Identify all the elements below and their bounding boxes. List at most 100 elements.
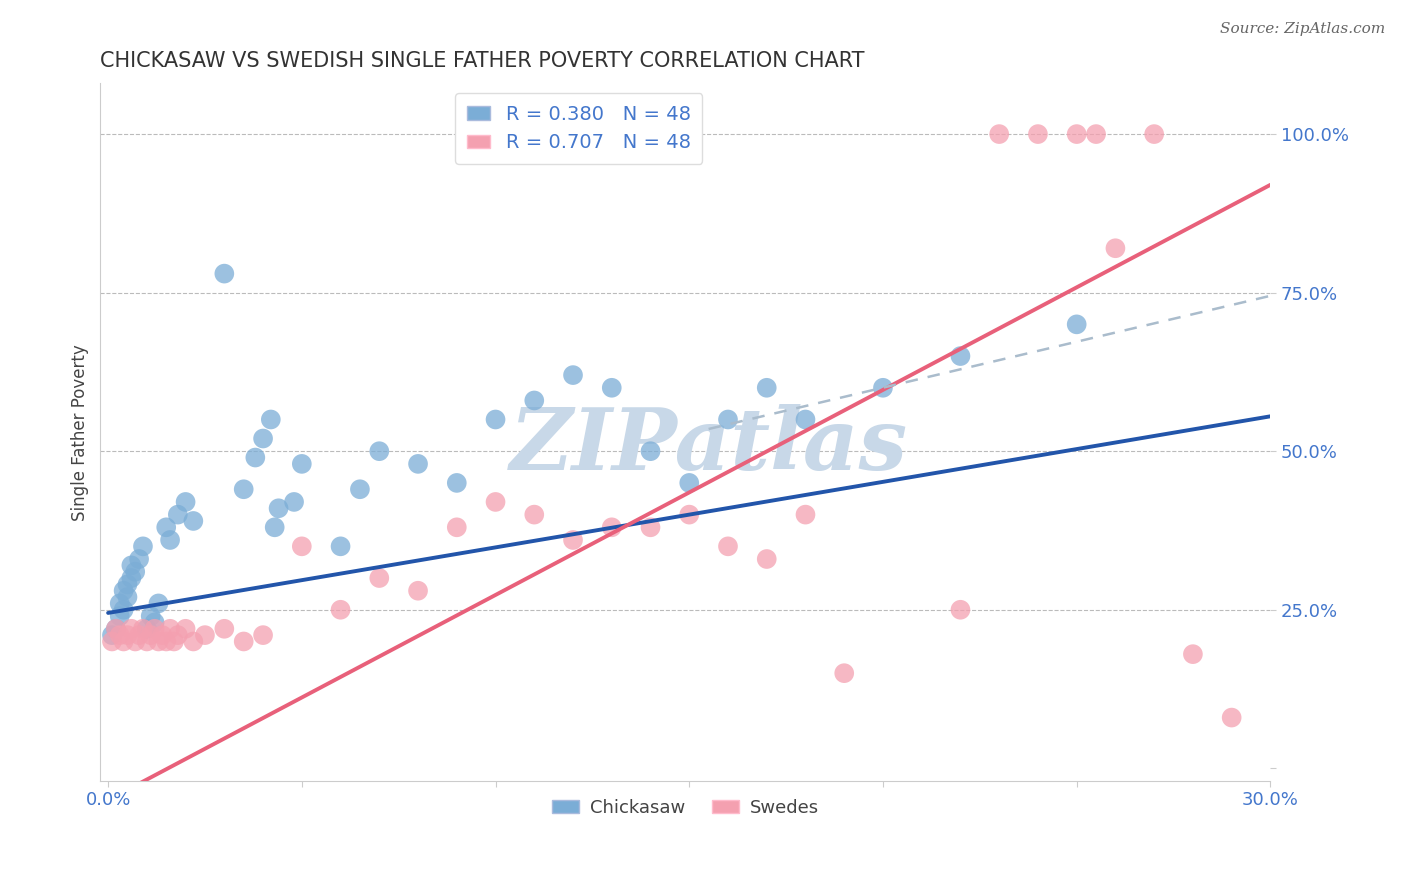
- Point: [112, 634, 135, 648]
- Point: [155, 520, 177, 534]
- Point: [329, 603, 352, 617]
- Point: [112, 583, 135, 598]
- Point: [117, 590, 139, 604]
- Point: [166, 628, 188, 642]
- Text: Source: ZipAtlas.com: Source: ZipAtlas.com: [1219, 22, 1385, 37]
- Point: [1220, 710, 1243, 724]
- Point: [368, 444, 391, 458]
- Point: [108, 609, 131, 624]
- Point: [174, 622, 197, 636]
- Point: [135, 634, 157, 648]
- Point: [159, 622, 181, 636]
- Point: [523, 393, 546, 408]
- Point: [112, 603, 135, 617]
- Point: [232, 482, 254, 496]
- Point: [1104, 241, 1126, 255]
- Point: [128, 552, 150, 566]
- Point: [101, 634, 124, 648]
- Point: [678, 508, 700, 522]
- Point: [523, 508, 546, 522]
- Point: [124, 634, 146, 648]
- Point: [872, 381, 894, 395]
- Point: [1085, 127, 1108, 141]
- Point: [988, 127, 1011, 141]
- Point: [214, 622, 236, 636]
- Point: [174, 495, 197, 509]
- Point: [252, 628, 274, 642]
- Text: CHICKASAW VS SWEDISH SINGLE FATHER POVERTY CORRELATION CHART: CHICKASAW VS SWEDISH SINGLE FATHER POVER…: [100, 51, 865, 70]
- Point: [368, 571, 391, 585]
- Point: [183, 634, 205, 648]
- Point: [159, 533, 181, 547]
- Point: [194, 628, 217, 642]
- Point: [143, 615, 166, 630]
- Point: [678, 475, 700, 490]
- Point: [949, 349, 972, 363]
- Point: [148, 596, 170, 610]
- Point: [755, 381, 778, 395]
- Point: [260, 412, 283, 426]
- Point: [640, 444, 662, 458]
- Point: [245, 450, 267, 465]
- Point: [166, 508, 188, 522]
- Text: ZIPatlas: ZIPatlas: [510, 404, 908, 488]
- Y-axis label: Single Father Poverty: Single Father Poverty: [72, 343, 89, 521]
- Point: [263, 520, 285, 534]
- Point: [132, 539, 155, 553]
- Point: [406, 457, 429, 471]
- Point: [562, 533, 585, 547]
- Point: [406, 583, 429, 598]
- Point: [143, 622, 166, 636]
- Point: [349, 482, 371, 496]
- Point: [794, 508, 817, 522]
- Point: [717, 539, 740, 553]
- Point: [1066, 127, 1088, 141]
- Point: [214, 267, 236, 281]
- Point: [484, 412, 506, 426]
- Point: [446, 475, 468, 490]
- Point: [1066, 318, 1088, 332]
- Point: [101, 628, 124, 642]
- Point: [640, 520, 662, 534]
- Point: [329, 539, 352, 553]
- Point: [600, 520, 623, 534]
- Point: [148, 634, 170, 648]
- Point: [291, 539, 314, 553]
- Point: [139, 628, 162, 642]
- Point: [120, 622, 142, 636]
- Point: [183, 514, 205, 528]
- Point: [291, 457, 314, 471]
- Point: [794, 412, 817, 426]
- Point: [446, 520, 468, 534]
- Point: [150, 628, 173, 642]
- Point: [600, 381, 623, 395]
- Point: [117, 577, 139, 591]
- Point: [120, 558, 142, 573]
- Point: [163, 634, 186, 648]
- Point: [108, 628, 131, 642]
- Point: [128, 628, 150, 642]
- Point: [1143, 127, 1166, 141]
- Point: [117, 628, 139, 642]
- Point: [120, 571, 142, 585]
- Point: [267, 501, 290, 516]
- Point: [1181, 647, 1204, 661]
- Point: [562, 368, 585, 383]
- Point: [139, 609, 162, 624]
- Point: [949, 603, 972, 617]
- Point: [155, 634, 177, 648]
- Point: [484, 495, 506, 509]
- Point: [132, 622, 155, 636]
- Point: [124, 565, 146, 579]
- Point: [108, 596, 131, 610]
- Point: [104, 622, 127, 636]
- Point: [283, 495, 305, 509]
- Point: [1026, 127, 1049, 141]
- Point: [104, 622, 127, 636]
- Point: [832, 666, 855, 681]
- Point: [755, 552, 778, 566]
- Point: [717, 412, 740, 426]
- Legend: Chickasaw, Swedes: Chickasaw, Swedes: [544, 792, 827, 824]
- Point: [232, 634, 254, 648]
- Point: [252, 432, 274, 446]
